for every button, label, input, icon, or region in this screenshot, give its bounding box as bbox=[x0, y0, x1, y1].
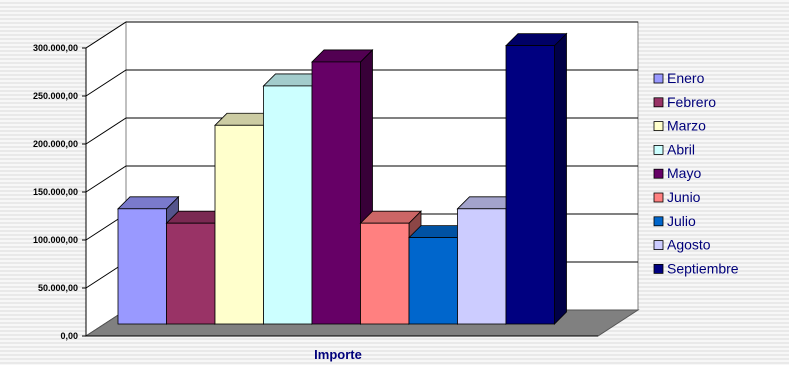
gridline bbox=[85, 165, 638, 193]
legend-swatch bbox=[653, 192, 664, 203]
legend-label: Junio bbox=[667, 189, 701, 205]
y-tick-label: 150.000,00 bbox=[33, 187, 78, 197]
chart-bars bbox=[117, 32, 568, 325]
legend-item: Septiembre bbox=[653, 260, 739, 276]
gridline bbox=[85, 117, 638, 145]
bar-front bbox=[311, 61, 361, 325]
legend-label: Septiembre bbox=[667, 260, 739, 276]
y-tick-label: 200.000,00 bbox=[33, 139, 78, 149]
bar-front bbox=[117, 208, 167, 325]
legend-item: Julio bbox=[653, 213, 696, 229]
legend-swatch bbox=[653, 73, 664, 84]
bar-front bbox=[408, 237, 458, 325]
bar-front bbox=[505, 45, 555, 325]
legend-label: Julio bbox=[667, 213, 696, 229]
legend-swatch bbox=[653, 216, 664, 227]
y-tick-label: 50.000,00 bbox=[38, 283, 78, 293]
y-tick-label: 100.000,00 bbox=[33, 235, 78, 245]
legend-swatch bbox=[653, 168, 664, 179]
legend-item: Mayo bbox=[653, 165, 701, 181]
legend-swatch bbox=[653, 121, 664, 131]
legend-label: Febrero bbox=[667, 94, 716, 110]
bar-front bbox=[214, 124, 264, 325]
y-tick-label: 300.000,00 bbox=[33, 43, 78, 53]
bar-front bbox=[457, 208, 507, 325]
legend-item: Marzo bbox=[653, 118, 706, 134]
gridline bbox=[85, 69, 638, 97]
bar-front bbox=[263, 85, 313, 325]
x-axis-label: Importe bbox=[314, 347, 362, 362]
legend-item: Febrero bbox=[653, 94, 716, 110]
bar-front bbox=[166, 222, 216, 325]
y-tick-label: 0,00 bbox=[60, 331, 78, 341]
legend-item: Agosto bbox=[653, 237, 711, 253]
legend-label: Enero bbox=[667, 70, 705, 86]
legend-swatch bbox=[653, 144, 664, 155]
legend-item: Abril bbox=[653, 141, 695, 157]
legend-label: Marzo bbox=[667, 118, 706, 134]
gridline bbox=[85, 21, 638, 49]
legend-swatch bbox=[653, 97, 664, 108]
legend-item: Enero bbox=[653, 70, 705, 86]
legend-swatch bbox=[653, 263, 664, 274]
legend-label: Agosto bbox=[667, 237, 711, 253]
legend-swatch bbox=[653, 240, 664, 251]
legend-item: Junio bbox=[653, 189, 701, 205]
bar-septiembre bbox=[505, 32, 568, 325]
bar-agosto bbox=[456, 195, 519, 325]
legend-label: Abril bbox=[667, 141, 695, 157]
bar-junio bbox=[359, 210, 422, 325]
y-tick-label: 250.000,00 bbox=[33, 91, 78, 101]
y-axis: 0,00 50.000,00 100.000,00 150.000,00 200.000… bbox=[33, 43, 598, 341]
bar-front bbox=[360, 222, 410, 325]
bar-side bbox=[554, 32, 567, 325]
legend-label: Mayo bbox=[667, 165, 701, 181]
legend: Enero Febrero Marzo Abril Mayo Junio Julio Agos… bbox=[653, 70, 739, 276]
